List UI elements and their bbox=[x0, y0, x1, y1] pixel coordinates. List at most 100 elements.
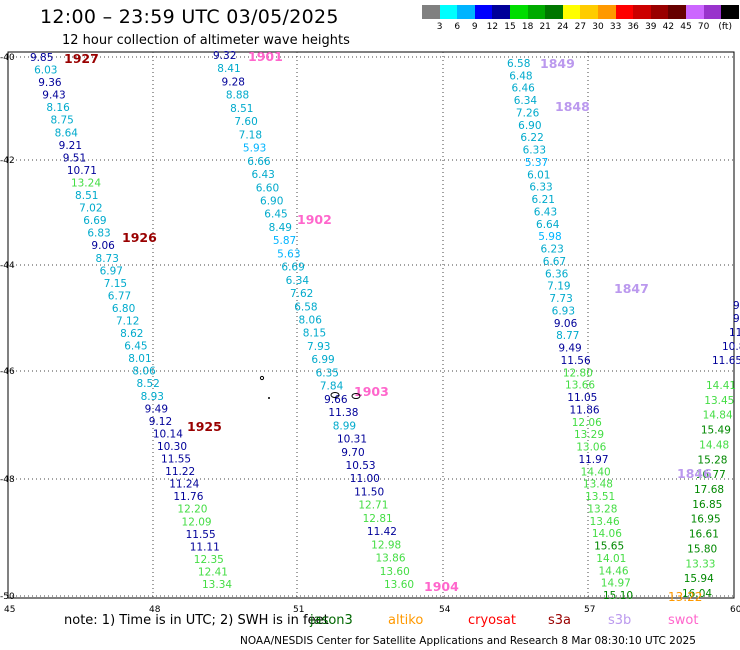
satellite-s3b: s3b bbox=[608, 613, 632, 628]
wave-height-obs: 7.26 bbox=[516, 107, 540, 119]
wave-height-obs: 13.48 bbox=[583, 479, 613, 491]
wave-height-obs: 11.50 bbox=[354, 486, 384, 498]
legend-swatch bbox=[703, 5, 722, 19]
wave-height-obs: 11.24 bbox=[169, 479, 199, 491]
legend-swatch bbox=[527, 5, 546, 19]
legend-swatch bbox=[615, 5, 634, 19]
wave-height-obs: 8.06 bbox=[299, 315, 323, 327]
time-label: 1925 bbox=[187, 419, 222, 434]
wave-height-obs: 15.49 bbox=[701, 425, 731, 437]
wave-height-obs: 8.06 bbox=[132, 366, 156, 378]
wave-height-obs: 6.43 bbox=[534, 206, 557, 218]
wave-height-obs: 6.58 bbox=[294, 301, 317, 313]
wave-height-obs: 7.93 bbox=[307, 341, 330, 353]
wave-height-obs: 11.65 bbox=[712, 355, 740, 367]
wave-height-obs: 12.20 bbox=[177, 504, 207, 516]
legend-tick-label: 24 bbox=[557, 22, 569, 32]
wave-height-obs: 8.41 bbox=[217, 63, 240, 75]
wave-height-obs: 14.48 bbox=[699, 439, 729, 451]
legend-swatch bbox=[633, 5, 651, 19]
wave-height-obs: 13.60 bbox=[380, 566, 410, 578]
wave-height-obs: 11.76 bbox=[173, 491, 203, 503]
wave-height-obs: 13.24 bbox=[71, 177, 101, 189]
wave-height-obs: 5.63 bbox=[277, 248, 300, 260]
wave-height-obs: 7.19 bbox=[547, 281, 570, 293]
legend-tick-label: 36 bbox=[627, 22, 639, 32]
wave-height-obs: 13.28 bbox=[587, 503, 617, 515]
time-label: 1849 bbox=[540, 56, 575, 71]
wave-height-obs: 11.42 bbox=[367, 526, 397, 538]
wave-height-obs: 8.15 bbox=[303, 328, 326, 340]
legend-tick-label: 6 bbox=[454, 22, 461, 32]
wave-height-obs: 12.71 bbox=[358, 500, 388, 512]
wave-height-obs: 8.73 bbox=[96, 253, 119, 265]
time-label: 1901 bbox=[248, 49, 283, 64]
wave-height-obs: 15.10 bbox=[603, 590, 633, 602]
wave-height-obs: 6.21 bbox=[532, 194, 555, 206]
wave-height-obs: 7.73 bbox=[549, 293, 572, 305]
legend-swatch bbox=[580, 5, 598, 19]
wave-height-obs: 9.70 bbox=[341, 447, 364, 459]
wave-height-obs: 8.93 bbox=[141, 391, 164, 403]
legend-tick-label: 45 bbox=[680, 22, 692, 32]
wave-height-obs: 6.97 bbox=[100, 265, 123, 277]
legend-tick-label: 70 bbox=[697, 22, 710, 32]
wave-height-obs: 13.06 bbox=[576, 442, 606, 454]
legend-tick-label: 9 bbox=[471, 22, 478, 32]
wave-height-obs: 13.51 bbox=[585, 491, 615, 503]
longitude-label: 45 bbox=[4, 605, 15, 615]
wave-height-obs: 13.86 bbox=[375, 553, 405, 565]
island-shape bbox=[268, 397, 270, 399]
latitude-label: -48 bbox=[0, 475, 15, 485]
legend-swatch bbox=[721, 5, 739, 19]
wave-height-obs: 6.66 bbox=[247, 156, 271, 168]
wave-height-obs: 5.37 bbox=[525, 157, 548, 169]
wave-height-obs: 11.55 bbox=[161, 454, 191, 466]
satellite-s3a: s3a bbox=[548, 613, 572, 628]
satellite-jason3: jason3 bbox=[310, 613, 353, 628]
island-shape bbox=[351, 393, 361, 399]
wave-height-obs: 8.62 bbox=[120, 328, 143, 340]
wave-height-obs: 13.66 bbox=[565, 380, 595, 392]
wave-height-obs: 6.83 bbox=[87, 228, 110, 240]
wave-height-obs: 7.60 bbox=[234, 116, 257, 128]
wave-height-obs: 6.90 bbox=[260, 195, 283, 207]
wave-height-obs: 16.77 bbox=[696, 469, 726, 481]
longitude-label: 54 bbox=[439, 605, 451, 615]
wave-height-obs: 11.22 bbox=[165, 466, 195, 478]
latitude-label: -42 bbox=[0, 156, 15, 166]
wave-height-obs: 13.46 bbox=[590, 516, 620, 528]
wave-height-obs: 7.18 bbox=[239, 129, 262, 141]
island-shape bbox=[330, 392, 340, 398]
longitude-label: 48 bbox=[149, 605, 161, 615]
wave-height-obs: 8.16 bbox=[46, 102, 70, 114]
wave-height-obs: 7.15 bbox=[104, 278, 127, 290]
wave-height-obs: 9.21 bbox=[59, 140, 82, 152]
wave-height-obs: 8.51 bbox=[230, 103, 253, 115]
wave-height-obs: 12.98 bbox=[371, 539, 401, 551]
wave-height-obs: 6.48 bbox=[509, 70, 532, 82]
legend-swatch bbox=[668, 5, 686, 19]
time-label: 1847 bbox=[614, 281, 649, 296]
wave-height-obs: 9.43 bbox=[42, 90, 65, 102]
legend-swatch bbox=[509, 5, 528, 19]
latitude-label: -46 bbox=[0, 367, 15, 377]
wave-height-obs: 13.34 bbox=[202, 579, 232, 591]
wave-height-obs: 14.97 bbox=[601, 578, 631, 590]
legend-tick-label: (ft) bbox=[718, 22, 732, 32]
wave-height-obs: 13.29 bbox=[574, 429, 604, 441]
wave-height-obs: 16.61 bbox=[689, 529, 719, 541]
legend-swatch bbox=[492, 5, 510, 19]
latitude-label: -40 bbox=[0, 53, 15, 63]
legend-swatch bbox=[422, 5, 440, 19]
wave-height-obs: 9. bbox=[733, 300, 740, 312]
map-title: 12:00 – 23:59 UTC 03/05/2025 bbox=[40, 6, 339, 28]
color-scale-ticks: 3 6 9 12 15 18 21 24 27 30 33 36 39 42 45 70 (ft) bbox=[422, 22, 740, 34]
wave-height-obs: 13.45 bbox=[704, 395, 734, 407]
wave-height-obs: 9.06 bbox=[554, 318, 578, 330]
wave-height-obs: 15.28 bbox=[697, 454, 727, 466]
wave-height-obs: 11.11 bbox=[190, 541, 220, 553]
wave-height-obs: 12.06 bbox=[572, 417, 602, 429]
wave-height-obs: 5.87 bbox=[273, 235, 296, 247]
